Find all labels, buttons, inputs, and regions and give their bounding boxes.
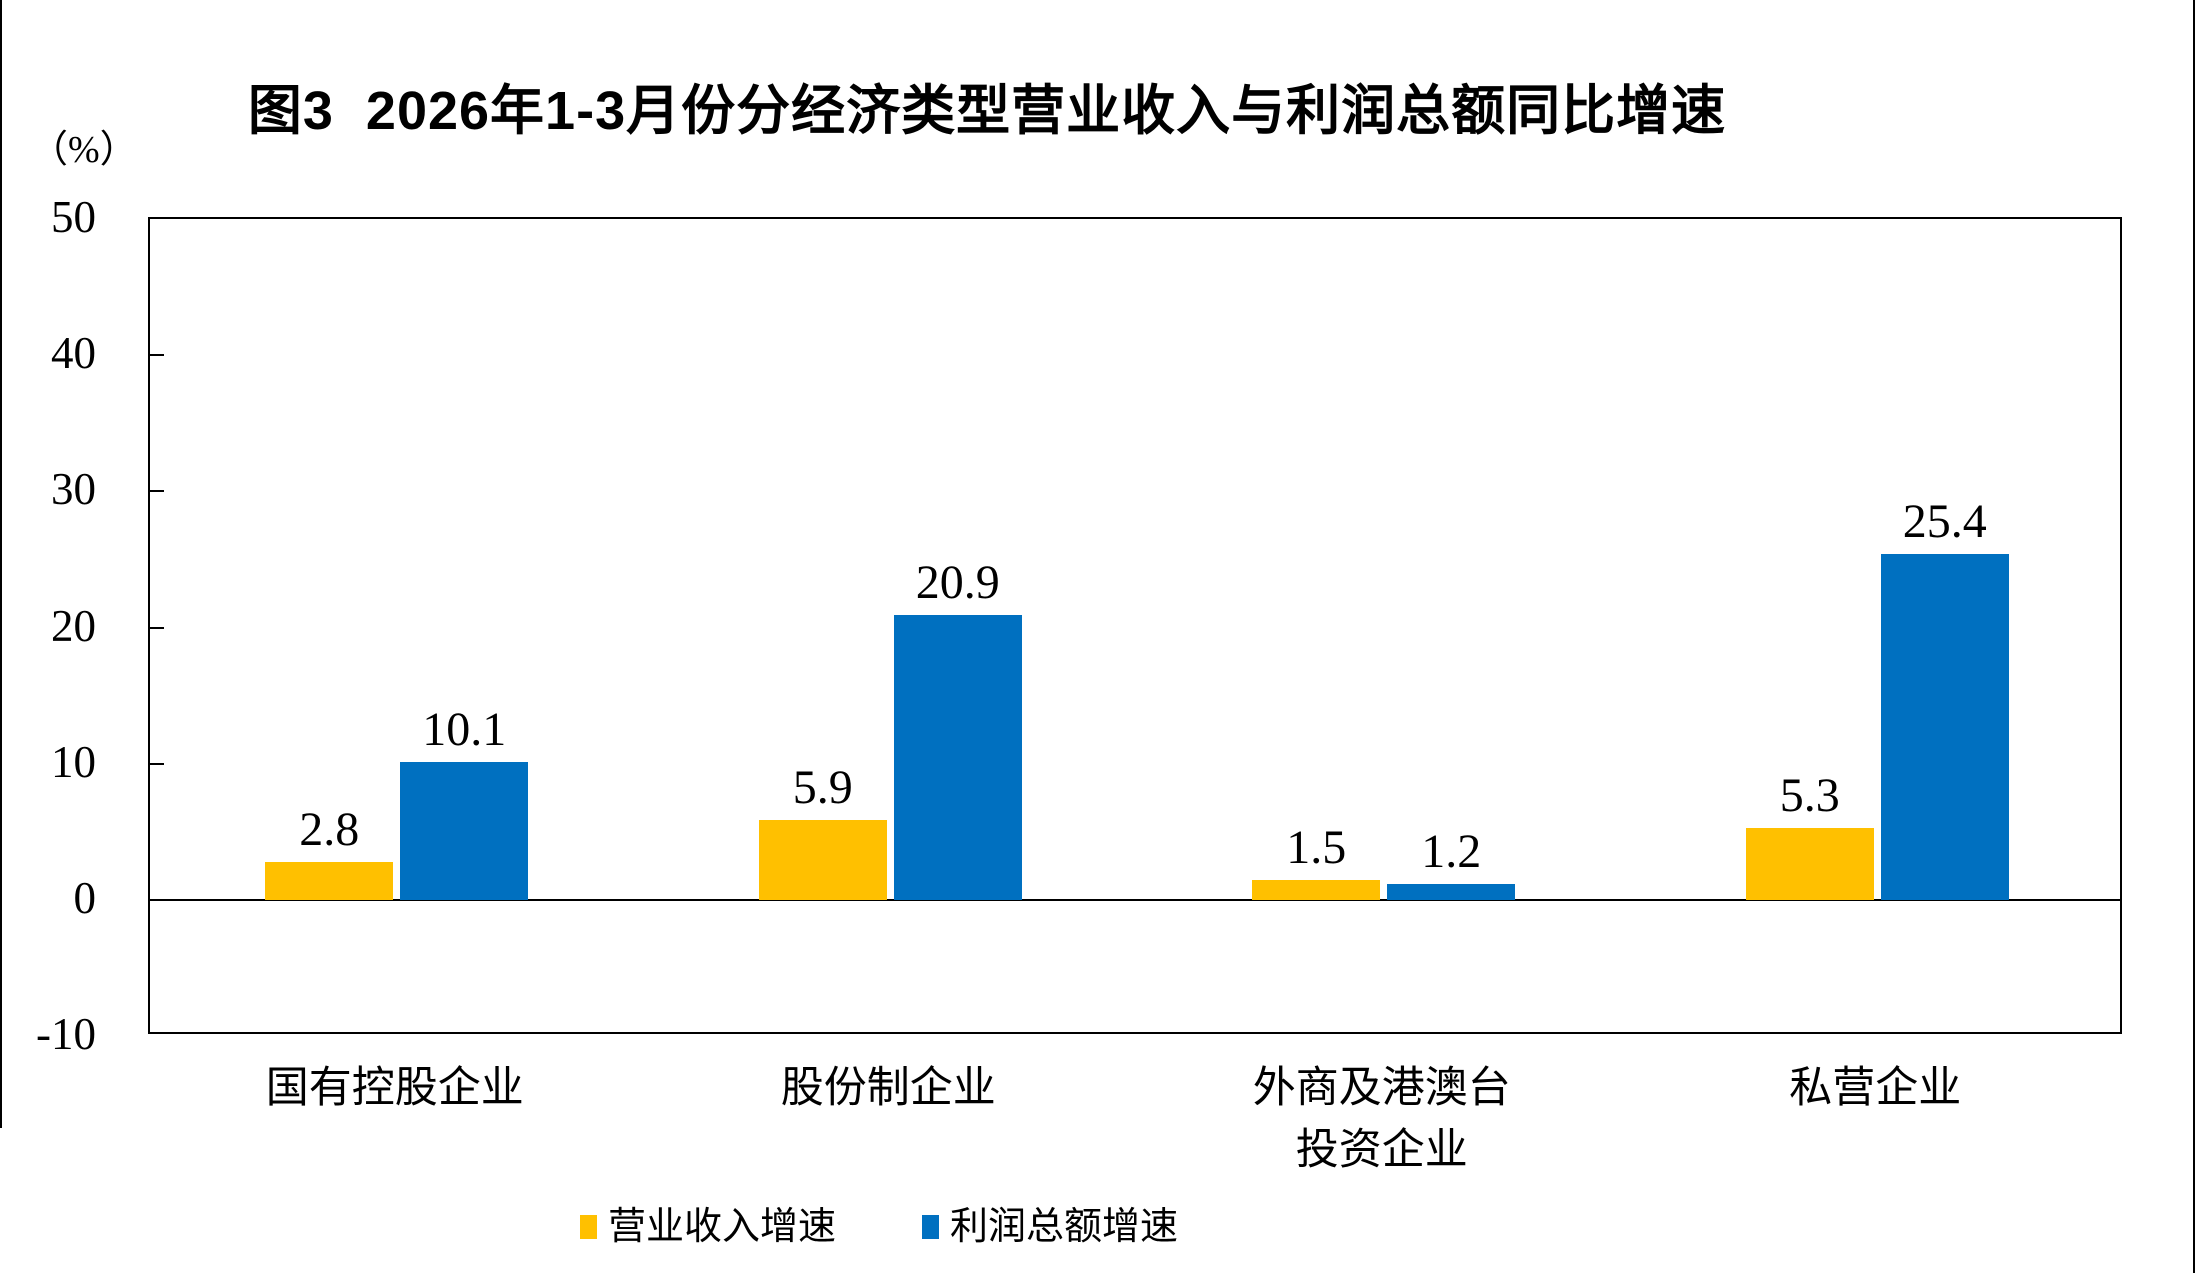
category-label-3: 私营企业 bbox=[1789, 1065, 1962, 1112]
y-axis-tick bbox=[150, 354, 164, 357]
y-axis-tick bbox=[150, 762, 164, 765]
y-tick-label: 10 bbox=[51, 736, 96, 787]
y-axis-tick bbox=[150, 490, 164, 493]
legend-item-revenue-growth: 营业收入增速 bbox=[580, 1202, 836, 1252]
bar-value-label: 10.1 bbox=[422, 703, 507, 756]
y-tick-label: 20 bbox=[51, 600, 96, 651]
zero-axis-line bbox=[150, 899, 2120, 901]
y-axis-unit-label: （%） bbox=[30, 129, 138, 171]
y-tick-label: 0 bbox=[73, 873, 97, 923]
y-axis-tick bbox=[150, 626, 164, 629]
bar-revenue-1 bbox=[758, 820, 887, 900]
plot-area: 2.8 10.1 5.9 20.9 1.5 1.2 5.3 25.4 bbox=[148, 217, 2122, 1034]
bar-revenue-0 bbox=[265, 862, 394, 900]
bar-profit-1 bbox=[893, 615, 1022, 900]
y-tick-label: 50 bbox=[51, 192, 96, 242]
bar-value-label: 5.9 bbox=[792, 761, 853, 814]
y-tick-label: 30 bbox=[51, 464, 96, 515]
page-left-border bbox=[0, 0, 2, 1128]
legend-item-profit-growth: 利润总额增速 bbox=[922, 1202, 1178, 1252]
bar-revenue-3 bbox=[1745, 828, 1874, 900]
legend-label-revenue-growth: 营业收入增速 bbox=[608, 1206, 837, 1248]
y-tick-label: -10 bbox=[36, 1009, 96, 1060]
bar-value-label: 5.3 bbox=[1779, 769, 1840, 822]
bar-profit-0 bbox=[400, 762, 529, 900]
legend: 营业收入增速 利润总额增速 bbox=[580, 1202, 1178, 1252]
y-tick-label: 40 bbox=[51, 328, 96, 379]
legend-swatch-revenue-growth bbox=[580, 1215, 597, 1239]
bar-profit-2 bbox=[1387, 884, 1516, 900]
bar-value-label: 20.9 bbox=[915, 556, 1000, 609]
bar-value-label: 1.5 bbox=[1286, 821, 1347, 874]
page-right-border bbox=[2193, 0, 2195, 1273]
bar-value-label: 2.8 bbox=[299, 803, 360, 856]
category-label-1: 股份制企业 bbox=[780, 1065, 996, 1112]
bar-value-label: 1.2 bbox=[1421, 825, 1482, 878]
category-label-0: 国有控股企业 bbox=[265, 1065, 524, 1112]
bar-value-label: 25.4 bbox=[1902, 495, 1987, 548]
category-label-2: 外商及港澳台 投资企业 bbox=[1252, 1065, 1511, 1174]
legend-label-profit-growth: 利润总额增速 bbox=[950, 1206, 1179, 1248]
bar-profit-3 bbox=[1880, 554, 2009, 900]
bar-revenue-2 bbox=[1252, 880, 1381, 900]
legend-swatch-profit-growth bbox=[922, 1215, 940, 1239]
chart-title: 图3 2026年1-3月份分经济类型营业收入与利润总额同比增速 bbox=[247, 81, 1727, 141]
